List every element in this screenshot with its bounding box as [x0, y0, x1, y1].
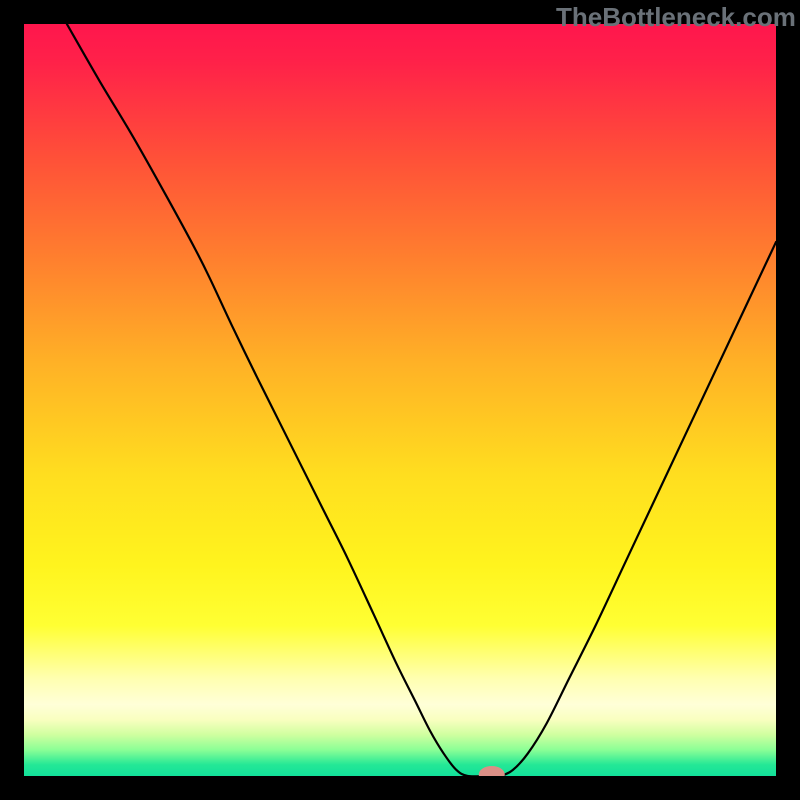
gradient-background	[24, 24, 776, 776]
bottleneck-chart	[24, 24, 776, 776]
chart-root: { "watermark": { "text": "TheBottleneck.…	[0, 0, 800, 800]
watermark-text: TheBottleneck.com	[556, 2, 796, 33]
plot-area	[24, 24, 776, 776]
